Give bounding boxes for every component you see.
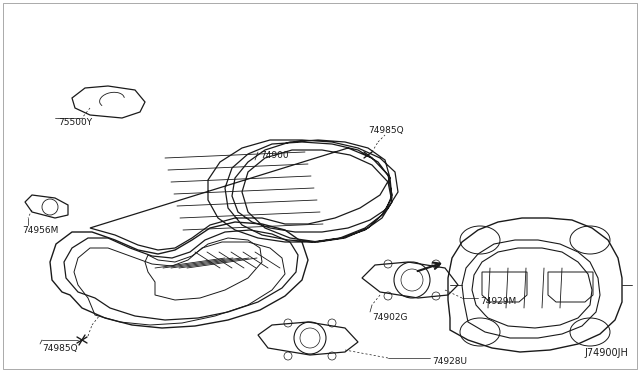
Text: 74956M: 74956M <box>22 225 58 234</box>
Text: 75500Y: 75500Y <box>58 118 92 126</box>
Text: 74900: 74900 <box>260 151 289 160</box>
Text: 74985Q: 74985Q <box>42 343 77 353</box>
Text: 74902G: 74902G <box>372 314 408 323</box>
Text: J74900JH: J74900JH <box>584 348 628 358</box>
Text: 74928U: 74928U <box>432 357 467 366</box>
Text: 74985Q: 74985Q <box>368 125 404 135</box>
Text: 74929M: 74929M <box>480 298 516 307</box>
